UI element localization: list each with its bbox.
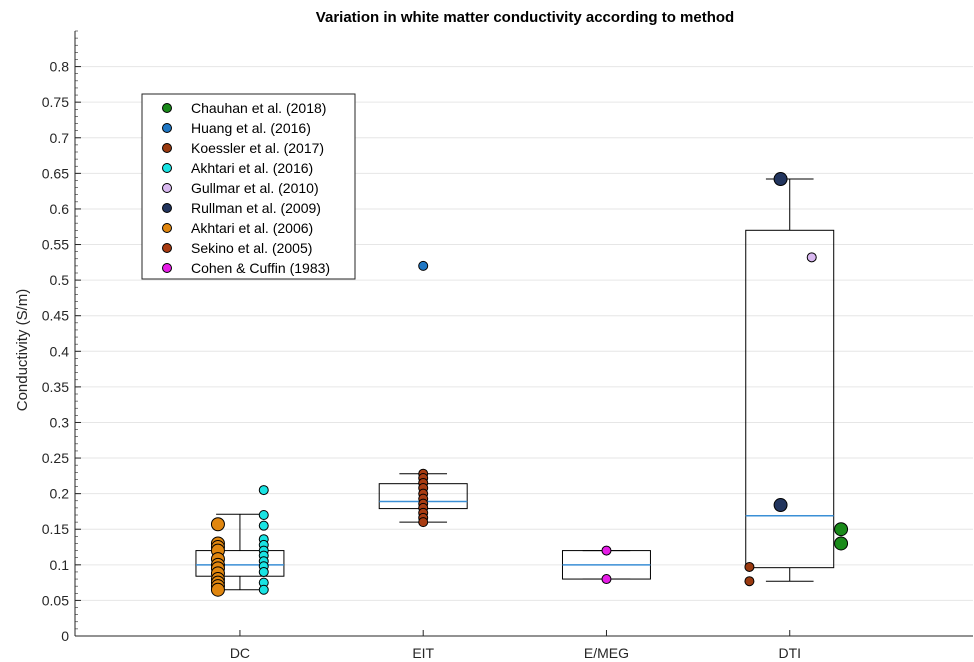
y-tick-label: 0.3 (50, 414, 70, 430)
data-point (744, 561, 755, 572)
legend-label: Akhtari et al. (2006) (191, 220, 313, 236)
x-tick-label: EIT (412, 645, 434, 661)
legend-marker (162, 103, 172, 113)
data-point (258, 520, 269, 531)
data-point (210, 582, 225, 597)
x-tick-label: DC (230, 645, 250, 661)
y-tick-label: 0.4 (50, 343, 70, 359)
box (195, 550, 285, 577)
data-point (806, 252, 817, 263)
data-point (258, 485, 269, 496)
data-point (601, 545, 612, 556)
legend-marker (162, 163, 172, 173)
y-tick-label: 0.25 (42, 450, 69, 466)
data-point (418, 517, 429, 528)
data-point (744, 576, 755, 587)
legend-marker (162, 183, 172, 193)
y-tick-label: 0.6 (50, 201, 70, 217)
legend-label: Akhtari et al. (2016) (191, 160, 313, 176)
legend-box (141, 93, 356, 280)
legend-marker (162, 223, 172, 233)
y-tick-label: 0 (61, 628, 69, 644)
legend-label: Rullman et al. (2009) (191, 200, 321, 216)
legend-marker (162, 243, 172, 253)
data-point (773, 172, 788, 187)
data-point (258, 566, 269, 577)
y-tick-label: 0.35 (42, 379, 69, 395)
y-tick-label: 0.7 (50, 130, 70, 146)
x-tick-label: DTI (778, 645, 801, 661)
chart-title: Variation in white matter conductivity a… (316, 9, 734, 26)
y-tick-label: 0.75 (42, 94, 69, 110)
y-tick-label: 0.8 (50, 59, 70, 75)
legend-marker (162, 143, 172, 153)
legend-label: Sekino et al. (2005) (191, 240, 312, 256)
data-point (418, 260, 429, 271)
y-tick-label: 0.1 (50, 557, 70, 573)
data-point (258, 510, 269, 520)
data-point (258, 584, 269, 595)
y-tick-label: 0.05 (42, 592, 69, 608)
y-tick-label: 0.45 (42, 308, 69, 324)
legend-marker (162, 203, 172, 213)
axes: 0 0.05 0.1 0.15 0.2 0.25 0.3 0.35 0.4 0.45 0.5 0.55… (42, 30, 973, 661)
y-axis-label: Conductivity (S/m) (14, 289, 31, 412)
y-tick-label: 0.15 (42, 521, 69, 537)
data-point (210, 517, 225, 532)
x-tick-label: E/MEG (584, 645, 629, 661)
y-tick-label: 0.2 (50, 486, 70, 502)
data-points (210, 172, 849, 597)
legend-label: Cohen & Cuffin (1983) (191, 260, 330, 276)
y-tick-label: 0.65 (42, 165, 69, 181)
legend: Chauhan et al. (2018) Huang et al. (2016)… (141, 93, 356, 280)
y-tick-label: 0.5 (50, 272, 70, 288)
data-point (601, 574, 612, 585)
data-point (773, 498, 788, 513)
legend-marker (162, 263, 172, 273)
y-tick-label: 0.55 (42, 237, 69, 253)
legend-marker (162, 123, 172, 133)
data-point (834, 536, 849, 551)
legend-label: Huang et al. (2016) (191, 120, 311, 136)
data-point (834, 522, 849, 537)
legend-label: Chauhan et al. (2018) (191, 100, 326, 116)
box (745, 229, 835, 569)
legend-label: Gullmar et al. (2010) (191, 180, 319, 196)
legend-label: Koessler et al. (2017) (191, 140, 324, 156)
